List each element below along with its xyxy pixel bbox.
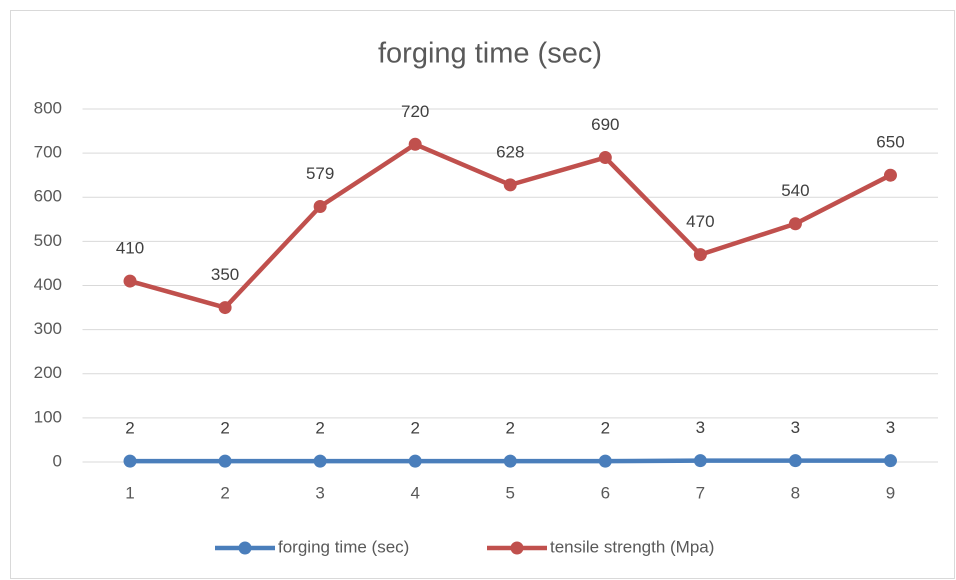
point-marker — [408, 454, 422, 468]
data-label: 3 — [696, 418, 705, 437]
point-marker — [218, 301, 232, 315]
point-marker — [313, 200, 327, 214]
point-marker — [788, 454, 802, 468]
y-tick-label: 200 — [34, 363, 62, 382]
point-marker — [123, 274, 137, 288]
data-label: 579 — [306, 164, 334, 183]
point-marker — [598, 454, 612, 468]
legend-marker — [510, 541, 524, 555]
point-marker — [123, 454, 137, 468]
data-label: 2 — [601, 419, 610, 438]
data-label: 2 — [315, 419, 324, 438]
y-tick-label: 700 — [34, 143, 62, 162]
chart-border — [10, 10, 955, 579]
data-label: 650 — [876, 133, 904, 152]
data-label: 690 — [591, 115, 619, 134]
point-marker — [883, 168, 897, 182]
point-marker — [598, 151, 612, 165]
data-label: 2 — [410, 419, 419, 438]
point-marker — [503, 178, 517, 192]
y-tick-label: 300 — [34, 319, 62, 338]
x-tick-label: 6 — [601, 483, 610, 502]
data-label: 3 — [886, 418, 895, 437]
data-label: 470 — [686, 212, 714, 231]
y-tick-label: 400 — [34, 275, 62, 294]
point-marker — [408, 137, 422, 151]
data-label: 720 — [401, 102, 429, 121]
point-marker — [693, 248, 707, 262]
legend-marker — [238, 541, 252, 555]
y-tick-label: 800 — [34, 98, 62, 117]
point-marker — [883, 454, 897, 468]
data-label: 2 — [506, 419, 515, 438]
data-label: 350 — [211, 265, 239, 284]
data-label: 410 — [116, 239, 144, 258]
y-tick-label: 0 — [53, 451, 62, 470]
data-label: 540 — [781, 181, 809, 200]
data-label: 2 — [220, 419, 229, 438]
x-tick-label: 8 — [791, 483, 800, 502]
data-label: 2 — [125, 419, 134, 438]
point-marker — [788, 217, 802, 231]
y-tick-label: 100 — [34, 407, 62, 426]
data-label: 3 — [791, 418, 800, 437]
point-marker — [313, 454, 327, 468]
legend-label: tensile strength (Mpa) — [550, 537, 714, 556]
x-tick-label: 3 — [315, 483, 324, 502]
x-tick-label: 9 — [886, 483, 895, 502]
chart-title: forging time (sec) — [378, 38, 602, 70]
data-label: 628 — [496, 142, 524, 161]
x-tick-label: 4 — [410, 483, 419, 502]
x-tick-label: 1 — [125, 483, 134, 502]
y-tick-label: 500 — [34, 231, 62, 250]
point-marker — [503, 454, 517, 468]
y-tick-label: 600 — [34, 187, 62, 206]
point-marker — [218, 454, 232, 468]
legend-label: forging time (sec) — [278, 537, 409, 556]
point-marker — [693, 454, 707, 468]
x-tick-label: 7 — [696, 483, 705, 502]
x-tick-label: 2 — [220, 483, 229, 502]
x-tick-label: 5 — [506, 483, 515, 502]
